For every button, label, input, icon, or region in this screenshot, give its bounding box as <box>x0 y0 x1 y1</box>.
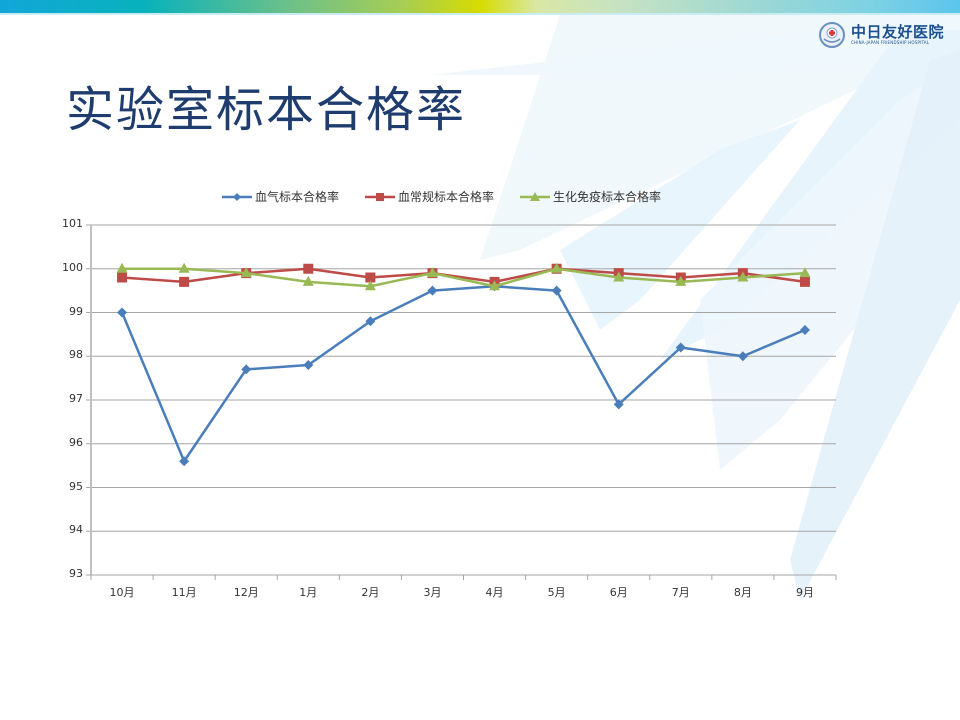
slide-title: 实验室标本合格率 <box>66 82 467 138</box>
x-tick-label: 7月 <box>671 586 690 599</box>
x-tick-label: 9月 <box>795 586 814 599</box>
data-point-marker <box>427 285 438 296</box>
y-tick-label: 99 <box>69 304 83 318</box>
data-point-marker <box>613 399 624 410</box>
legend-label: 生化免疫标本合格率 <box>553 190 662 204</box>
data-point-marker <box>303 263 314 274</box>
hospital-emblem-icon <box>819 22 845 48</box>
x-tick-label: 11月 <box>171 586 197 599</box>
y-tick-label: 100 <box>62 260 83 274</box>
data-point-marker <box>551 262 563 273</box>
legend-label: 血气标本合格率 <box>255 190 340 204</box>
data-point-marker <box>117 272 128 283</box>
y-tick-label: 95 <box>69 479 83 493</box>
triangle-marker-icon <box>520 191 551 201</box>
diamond-marker-icon <box>222 192 252 201</box>
data-point-marker <box>303 360 314 370</box>
x-tick-label: 3月 <box>423 586 442 599</box>
data-point-marker <box>116 262 128 273</box>
legend-label: 血常规标本合格率 <box>398 190 495 204</box>
data-point-marker <box>799 325 810 335</box>
data-point-marker <box>737 271 749 282</box>
top-color-bar <box>0 0 960 13</box>
chart-legend: 血气标本合格率 血常规标本合格率 生化免疫标本合格率 <box>222 188 661 205</box>
logo-name-cn: 中日友好医院 <box>851 23 945 41</box>
legend-item-biochem-immuno: 生化免疫标本合格率 <box>520 188 661 205</box>
data-point-marker <box>675 275 687 286</box>
data-point-marker <box>302 275 314 286</box>
logo-name-en: CHINA-JAPAN FRIENDSHIP HOSPITAL <box>851 40 930 45</box>
y-tick-label: 97 <box>69 392 83 405</box>
y-tick-label: 101 <box>62 217 83 230</box>
y-tick-label: 93 <box>69 567 83 580</box>
data-point-marker <box>241 364 252 375</box>
hospital-logo: 中日友好医院 CHINA-JAPAN FRIENDSHIP HOSPITAL <box>818 20 944 50</box>
y-tick-label: 98 <box>69 348 83 362</box>
legend-item-blood-routine: 血常规标本合格率 <box>365 188 494 205</box>
data-point-marker <box>240 267 252 278</box>
data-point-marker <box>551 285 562 296</box>
data-point-marker <box>178 262 190 273</box>
data-point-marker <box>179 456 190 467</box>
data-point-marker <box>489 280 501 291</box>
data-point-marker <box>365 316 376 327</box>
y-tick-label: 94 <box>69 523 83 537</box>
series-line <box>121 267 806 284</box>
x-tick-label: 10月 <box>109 586 135 599</box>
series-line <box>120 285 806 463</box>
data-point-marker <box>799 276 810 287</box>
data-point-marker <box>613 271 625 282</box>
series-line <box>122 267 806 288</box>
x-tick-label: 5月 <box>547 586 566 599</box>
square-marker-icon <box>365 192 396 201</box>
x-tick-label: 8月 <box>733 586 752 599</box>
data-point-marker <box>117 307 128 318</box>
legend-item-blood-gas: 血气标本合格率 <box>222 188 339 205</box>
x-tick-label: 6月 <box>609 586 628 599</box>
data-point-marker <box>364 280 376 291</box>
data-point-marker <box>799 267 811 278</box>
top-divider <box>0 13 960 15</box>
data-point-marker <box>365 272 376 283</box>
x-tick-label: 4月 <box>485 586 504 599</box>
data-point-marker <box>179 276 190 287</box>
x-tick-label: 12月 <box>233 586 259 599</box>
data-point-marker <box>675 342 686 353</box>
x-tick-label: 2月 <box>361 586 380 599</box>
data-point-marker <box>426 267 438 278</box>
data-point-marker <box>737 351 748 362</box>
y-tick-label: 96 <box>69 435 83 449</box>
x-tick-label: 1月 <box>299 586 318 599</box>
